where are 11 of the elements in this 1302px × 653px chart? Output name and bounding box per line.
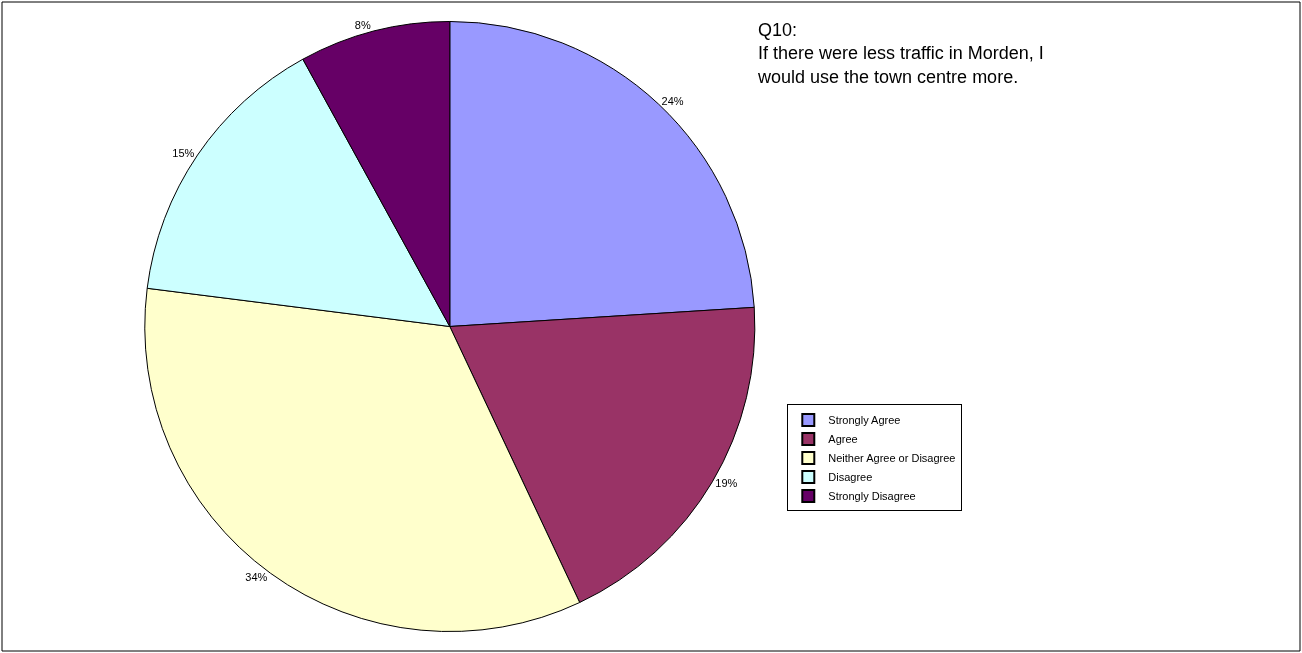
text: Q10: If there were less traffic in Morden, I would use the town centre more. <box>757 20 1044 87</box>
legend-label: Neither Agree or Disagree <box>828 452 956 465</box>
data-label: 15% <box>172 147 195 160</box>
legend-label: Strongly Agree <box>828 414 901 427</box>
data-label: 8% <box>354 19 371 32</box>
legend-label: Agree <box>828 433 858 446</box>
data-label: 19% <box>715 477 738 490</box>
legend-label: Disagree <box>828 471 873 484</box>
legend-label: Strongly Disagree <box>828 490 916 503</box>
data-label: 24% <box>661 94 684 107</box>
data-label: 34% <box>245 571 268 584</box>
